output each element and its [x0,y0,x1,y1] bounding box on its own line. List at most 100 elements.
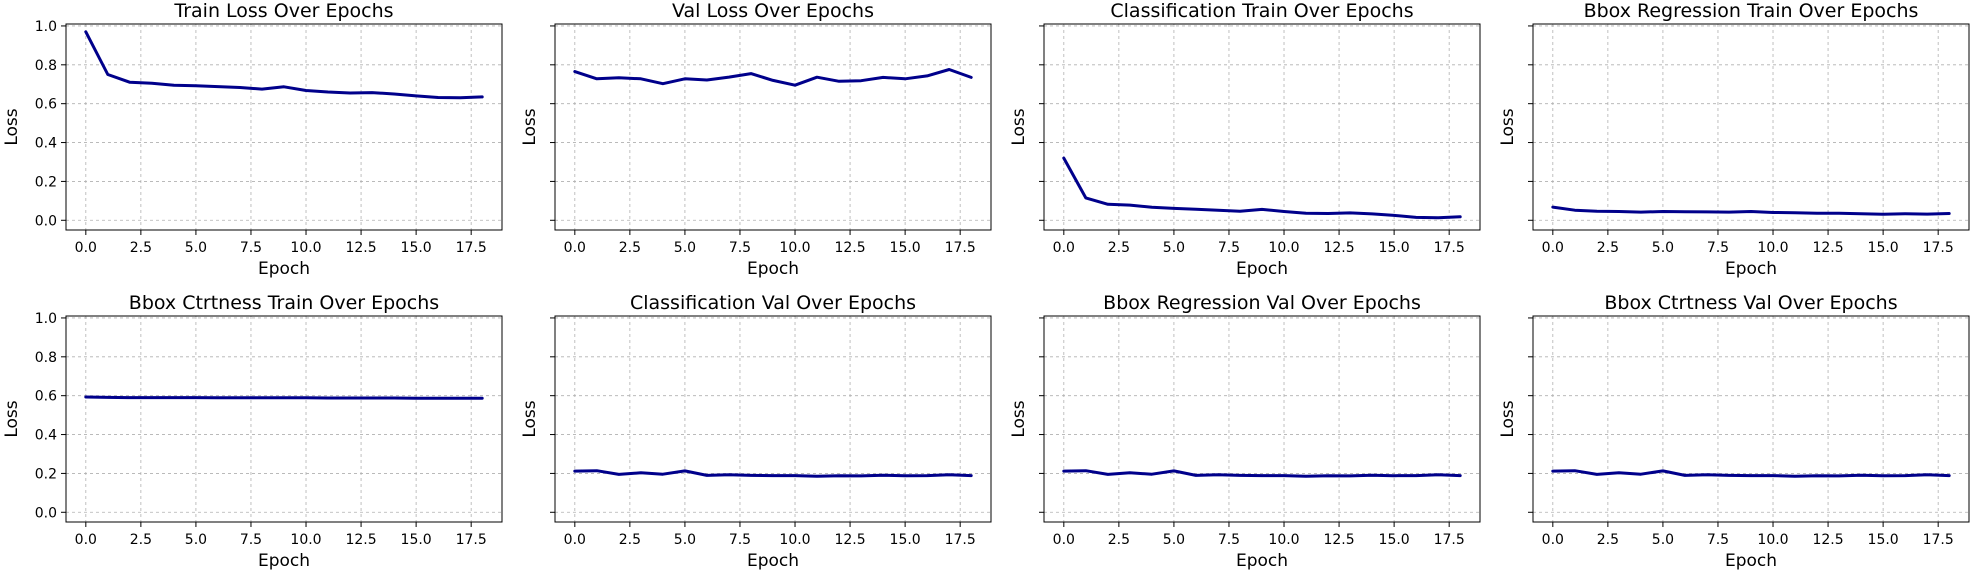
subplot-2: 0.0 2.5 5.0 7.5 10.0 12.5 15.0 17.5 Val Loss Ove… [520,0,992,279]
plot-frame [1532,315,1970,523]
loss-line [84,30,484,100]
y-tick-label: 0.2 [35,466,57,482]
plot-frame [554,23,992,231]
x-tick-label: 0.0 [1542,532,1564,548]
x-tick-label: 10.0 [1757,240,1788,256]
x-tick-label: 17.5 [456,240,487,256]
plot-frame [65,23,503,231]
x-tick-label: 12.5 [834,532,865,548]
x-tick-label: 5.0 [185,532,207,548]
x-axis-label: Epoch [1725,551,1777,570]
x-tick-label: 5.0 [674,240,696,256]
x-tick-label: 2.5 [619,532,641,548]
y-tick-label: 0.6 [35,97,57,113]
x-tick-label: 17.5 [945,240,976,256]
y-axis-label: Loss [1009,108,1029,145]
x-axis-label: Epoch [747,551,799,570]
loss-line [1551,205,1951,216]
y-tick-label: 0.2 [35,174,57,190]
x-tick-label: 10.0 [1268,240,1299,256]
subplot-title: Val Loss Over Epochs [672,0,874,22]
x-tick-label: 5.0 [1163,240,1185,256]
y-axis-label: Loss [1498,108,1518,145]
y-axis-label: Loss [2,108,22,145]
x-tick-label: 2.5 [1597,532,1619,548]
loss-line [1062,469,1462,478]
x-tick-label: 5.0 [674,532,696,548]
y-axis-label: Loss [1498,400,1518,437]
x-tick-label: 15.0 [1868,532,1899,548]
x-axis-label: Epoch [1236,259,1288,279]
subplot-5: 0.0 2.5 5.0 7.5 10.0 12.5 15.0 17.5 0.0 0.2 0.4 0.6… [2,292,503,570]
x-tick-label: 7.5 [729,240,751,256]
x-tick-label: 15.0 [890,240,921,256]
x-tick-label: 10.0 [1268,532,1299,548]
x-tick-label: 15.0 [401,240,432,256]
y-tick-label: 0.8 [35,350,57,366]
subplot-title: Classification Train Over Epochs [1110,0,1413,22]
x-tick-label: 12.5 [345,532,376,548]
y-tick-label: 1.0 [35,19,57,35]
x-tick-label: 5.0 [1163,532,1185,548]
subplot-4: 0.0 2.5 5.0 7.5 10.0 12.5 15.0 17.5 Bbox Regress… [1498,0,1970,279]
x-tick-label: 17.5 [1923,532,1954,548]
x-tick-label: 2.5 [1108,240,1130,256]
x-tick-label: 15.0 [1379,532,1410,548]
x-axis-label: Epoch [747,259,799,279]
subplot-title: Train Loss Over Epochs [173,0,393,22]
y-tick-label: 0.4 [35,428,57,444]
subplot-1: 0.0 2.5 5.0 7.5 10.0 12.5 15.0 17.5 0.0 0.2 0.4 0.6… [2,0,503,279]
loss-line [1062,156,1462,220]
x-tick-label: 7.5 [1707,532,1729,548]
x-tick-label: 10.0 [290,532,321,548]
x-tick-label: 5.0 [1652,240,1674,256]
loss-line [573,469,973,478]
subplot-title: Bbox Regression Val Over Epochs [1103,292,1421,314]
subplot-7: 0.0 2.5 5.0 7.5 10.0 12.5 15.0 17.5 Bbox Regress… [1009,292,1481,570]
x-axis-label: Epoch [1725,259,1777,279]
y-tick-label: 0.0 [35,213,57,229]
x-tick-label: 12.5 [1323,240,1354,256]
x-tick-label: 0.0 [75,240,97,256]
x-tick-label: 10.0 [290,240,321,256]
x-tick-label: 2.5 [1597,240,1619,256]
subplot-title: Bbox Ctrtness Train Over Epochs [129,292,439,314]
x-tick-label: 17.5 [1434,240,1465,256]
x-axis-label: Epoch [258,259,310,279]
subplot-title: Classification Val Over Epochs [630,292,916,314]
x-tick-label: 7.5 [1218,240,1240,256]
x-tick-label: 10.0 [779,240,810,256]
y-axis-label: Loss [2,400,22,437]
x-tick-label: 15.0 [401,532,432,548]
x-tick-label: 5.0 [1652,532,1674,548]
y-tick-label: 0.8 [35,58,57,74]
subplot-3: 0.0 2.5 5.0 7.5 10.0 12.5 15.0 17.5 Classificati… [1009,0,1481,279]
x-tick-label: 2.5 [1108,532,1130,548]
x-tick-label: 10.0 [1757,532,1788,548]
x-tick-label: 17.5 [1923,240,1954,256]
x-tick-label: 7.5 [729,532,751,548]
x-tick-label: 2.5 [130,240,152,256]
x-tick-label: 12.5 [1812,240,1843,256]
y-tick-label: 0.0 [35,505,57,521]
x-tick-label: 0.0 [75,532,97,548]
x-axis-label: Epoch [258,551,310,570]
plot-frame [554,315,992,523]
x-tick-label: 12.5 [345,240,376,256]
y-axis-label: Loss [1009,400,1029,437]
x-tick-label: 15.0 [1868,240,1899,256]
loss-line [1551,469,1951,478]
subplot-title: Bbox Ctrtness Val Over Epochs [1604,292,1897,314]
x-tick-label: 12.5 [1812,532,1843,548]
x-tick-label: 17.5 [456,532,487,548]
x-tick-label: 17.5 [945,532,976,548]
x-tick-label: 17.5 [1434,532,1465,548]
loss-line [84,395,484,400]
y-axis-label: Loss [520,108,540,145]
plot-frame [1043,23,1481,231]
x-tick-label: 0.0 [1542,240,1564,256]
x-tick-label: 7.5 [1707,240,1729,256]
x-tick-label: 7.5 [240,240,262,256]
subplot-6: 0.0 2.5 5.0 7.5 10.0 12.5 15.0 17.5 Classificati… [520,292,992,570]
